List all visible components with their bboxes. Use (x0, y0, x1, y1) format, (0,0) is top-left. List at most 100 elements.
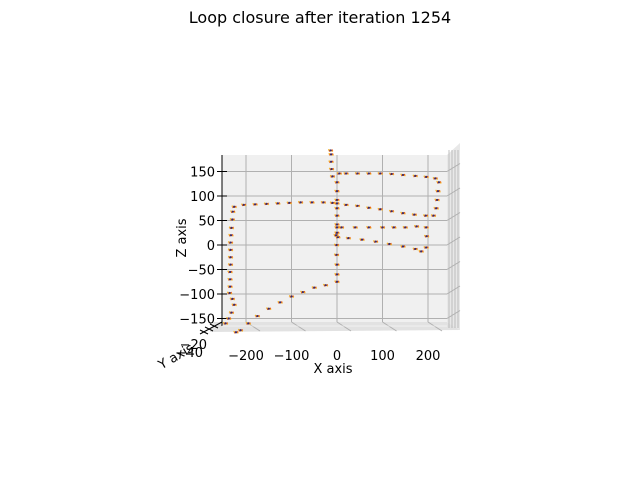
y-tick-label: −20 (180, 338, 207, 353)
x-floor-gridline (382, 321, 397, 332)
pose-marker (335, 235, 341, 239)
x-axis-label: X axis (313, 362, 352, 377)
pose-marker (379, 225, 386, 229)
floor-pane (210, 322, 460, 332)
pose-point (436, 198, 439, 202)
pose-marker (297, 200, 304, 204)
pose-point (288, 201, 291, 204)
pose-marker (366, 171, 372, 175)
pose-marker (343, 203, 349, 207)
pose-marker (345, 236, 352, 240)
pose-marker (226, 291, 233, 295)
pose-point (239, 329, 242, 332)
pose-point (331, 175, 334, 178)
pose-marker (391, 225, 397, 229)
pose-point (360, 238, 364, 241)
z-tick-label: −150 (179, 313, 215, 328)
x-floor-gridline (291, 321, 306, 332)
pose-marker (252, 202, 258, 206)
pose-point (329, 160, 333, 163)
pose-marker (334, 214, 340, 218)
pose-point (425, 175, 428, 178)
pose-point (334, 234, 338, 237)
pose-point (347, 237, 350, 240)
pose-point (228, 278, 232, 281)
pose-point (335, 231, 339, 234)
pose-point (345, 203, 348, 206)
pose-point (437, 181, 441, 184)
pose-point (415, 225, 418, 228)
pose-point (404, 226, 407, 229)
pose-point (335, 207, 339, 210)
pose-marker (334, 222, 340, 226)
pose-marker (227, 241, 234, 245)
pose-point (336, 236, 340, 239)
pose-marker (333, 253, 340, 257)
pose-point (290, 295, 293, 298)
pose-point (432, 214, 435, 217)
pose-marker (366, 206, 372, 210)
x-tick-label: −200 (228, 349, 264, 364)
pose-marker (412, 247, 418, 251)
pose-marker (320, 200, 327, 204)
pose-point (254, 203, 257, 206)
pose-marker (328, 160, 334, 164)
chart-axes (199, 155, 447, 335)
pose-point (228, 270, 232, 274)
pose-point (435, 207, 438, 210)
z-tick-label: −100 (179, 288, 215, 303)
x-tick-label: −100 (274, 349, 310, 364)
pose-point (390, 210, 393, 213)
pose-point (231, 210, 234, 213)
pose-marker (334, 225, 340, 229)
pose-point (329, 153, 333, 156)
pose-point (356, 172, 359, 175)
x-tick-label: 0 (333, 349, 341, 364)
pose-marker (309, 200, 315, 204)
chart-tick-labels: −200 −100 0 100 200 −150 −100 −50 0 50 100 150 −20−4… (176, 166, 441, 365)
pose-marker (333, 233, 339, 237)
pose-point (356, 204, 359, 207)
pose-point (227, 317, 230, 320)
pose-point (310, 201, 314, 204)
pose-point (335, 190, 339, 193)
pose-marker (225, 317, 232, 320)
pose-marker (400, 211, 406, 215)
pose-point (335, 253, 338, 256)
pose-marker (400, 173, 406, 177)
pose-marker (229, 297, 236, 301)
pose-point (267, 307, 270, 310)
pose-marker (334, 201, 340, 205)
pose-point (414, 174, 417, 178)
pose-point (231, 218, 234, 221)
pose-point (335, 280, 339, 283)
pose-marker (227, 263, 234, 267)
x-tick-label: 200 (416, 349, 441, 364)
pose-marker (334, 180, 340, 184)
pose-marker (222, 321, 229, 325)
pose-point (242, 203, 245, 206)
pose-marker (388, 172, 395, 176)
z-tick-label: 100 (190, 190, 215, 205)
pose-marker (334, 263, 340, 267)
y-tick-label: −40 (176, 346, 203, 361)
pose-marker (334, 231, 340, 235)
pose-marker (275, 201, 281, 205)
pose-marker (334, 272, 340, 276)
pose-point (425, 246, 428, 249)
pose-point (299, 201, 302, 204)
pose-point (329, 149, 332, 152)
pose-marker (338, 225, 345, 229)
pose-marker (423, 175, 429, 179)
pose-point (313, 286, 316, 289)
pose-marker (386, 242, 393, 246)
pose-marker (277, 300, 283, 304)
pose-marker (228, 311, 235, 315)
pose-marker (377, 171, 383, 175)
pose-marker (388, 209, 395, 213)
pose-point (335, 243, 338, 247)
x-floor-gridline (336, 321, 352, 332)
pose-marker (434, 198, 440, 202)
pose-marker (334, 206, 340, 210)
pose-point (379, 172, 382, 175)
